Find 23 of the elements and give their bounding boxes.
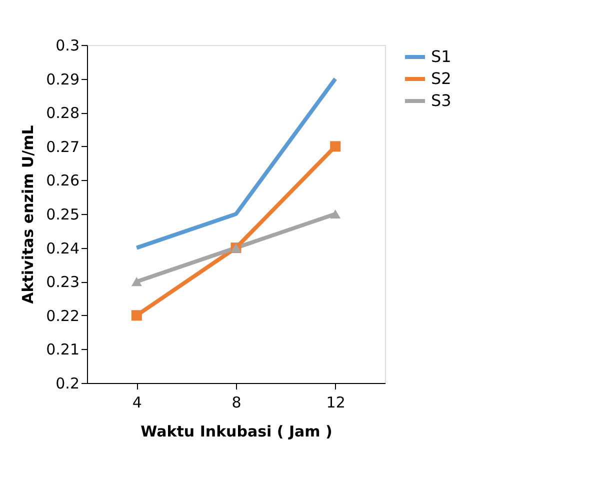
y-tick-label: 0.27 — [46, 138, 80, 156]
point — [131, 277, 142, 286]
y-tick-label: 0.25 — [46, 206, 80, 224]
legend-label: S3 — [431, 91, 452, 110]
y-tick-label: 0.2 — [56, 374, 80, 392]
y-tick-label: 0.29 — [46, 70, 80, 88]
y-tick-label: 0.21 — [46, 340, 80, 359]
y-tick-label: 0.22 — [46, 306, 80, 325]
y-axis-title: Aktivitas enzim U/mL — [19, 124, 38, 304]
y-tick-label: 0.23 — [46, 273, 80, 292]
legend-label: S1 — [431, 47, 452, 66]
x-axis-title: Waktu Inkubasi ( Jam ) — [140, 422, 332, 440]
x-tick-label: 12 — [326, 394, 346, 412]
point — [330, 209, 341, 219]
point — [330, 141, 341, 152]
x-tick-label: 4 — [132, 394, 142, 412]
y-tick-label: 0.26 — [46, 172, 80, 190]
legend-label: S2 — [431, 69, 452, 88]
x-tick-label: 8 — [232, 394, 242, 412]
point — [131, 310, 142, 321]
y-tick-label: 0.3 — [56, 36, 80, 54]
y-tick-label: 0.24 — [46, 239, 80, 258]
y-tick-label: 0.28 — [46, 104, 80, 122]
